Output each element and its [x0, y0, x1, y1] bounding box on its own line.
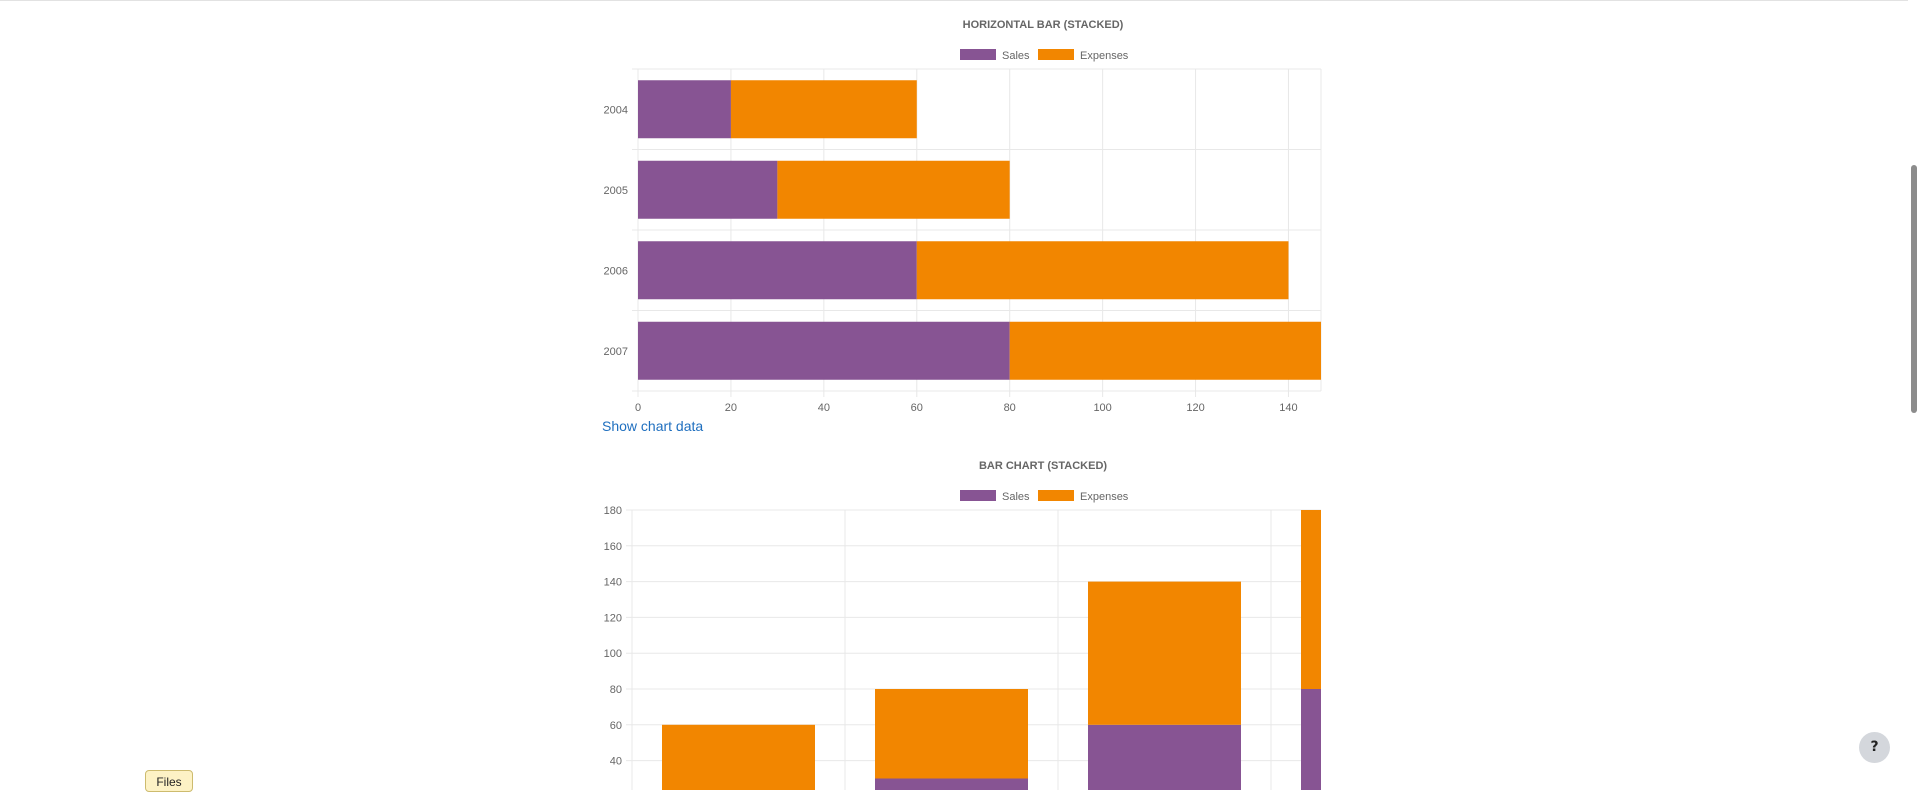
x-tick-label: 60 [911, 402, 923, 414]
bar-expenses-2007 [1009, 321, 1321, 380]
x-tick-label: 20 [725, 402, 737, 414]
bar-expenses-2005 [875, 689, 1028, 779]
y-tick-label: 120 [604, 612, 622, 624]
y-tick-label: 40 [610, 756, 622, 768]
x-tick-label: 140 [1279, 402, 1297, 414]
bar-expenses-2004 [730, 80, 917, 139]
y-tick-label: 2005 [604, 185, 628, 197]
legend-swatch-expenses [1038, 49, 1074, 60]
chart-title: BAR CHART (STACKED) [979, 460, 1107, 472]
y-tick-label: 2007 [604, 346, 628, 358]
x-tick-label: 100 [1093, 402, 1111, 414]
y-tick-label: 60 [610, 720, 622, 732]
show-chart-data-link[interactable]: Show chart data [602, 418, 704, 434]
y-tick-label: 140 [604, 577, 622, 589]
scrollbar-thumb[interactable] [1911, 165, 1917, 413]
bar-sales-2005 [875, 778, 1028, 790]
y-tick-label: 2006 [604, 265, 628, 277]
legend-label-expenses: Expenses [1080, 50, 1129, 62]
scrollbar[interactable] [1908, 0, 1920, 790]
bar-expenses-2004 [662, 724, 815, 790]
chart-title: HORIZONTAL BAR (STACKED) [963, 19, 1124, 31]
bar-expenses-2006 [1088, 581, 1241, 725]
help-button[interactable]: ? [1859, 732, 1890, 763]
y-tick-label: 2004 [604, 104, 628, 116]
y-tick-label: 180 [604, 505, 622, 517]
bar-sales-2007 [638, 321, 1010, 380]
y-tick-label: 160 [604, 541, 622, 553]
y-tick-label: 100 [604, 648, 622, 660]
legend-label-expenses: Expenses [1080, 491, 1129, 503]
bar-sales-2006 [1088, 724, 1241, 790]
legend-swatch-sales [960, 490, 996, 501]
x-tick-label: 0 [635, 402, 641, 414]
legend-swatch-expenses [1038, 490, 1074, 501]
legend-swatch-sales [960, 49, 996, 60]
y-tick-label: 80 [610, 684, 622, 696]
bar-sales-2007 [1301, 689, 1321, 790]
top-divider [0, 0, 1920, 1]
bar-expenses-2007 [1301, 510, 1321, 689]
legend-label-sales: Sales [1002, 50, 1030, 62]
bar-sales-2005 [638, 160, 778, 219]
vertical-bar-chart: BAR CHART (STACKED) Sales Expenses 40 60 80 10… [604, 460, 1321, 790]
bar-sales-2006 [638, 241, 917, 300]
bar-expenses-2005 [777, 160, 1010, 219]
x-tick-label: 40 [818, 402, 830, 414]
horizontal-bar-chart: HORIZONTAL BAR (STACKED) Sales Expenses 0 20… [604, 19, 1322, 414]
x-tick-label: 120 [1186, 402, 1204, 414]
bar-sales-2004 [638, 80, 731, 139]
files-button[interactable]: Files [145, 770, 193, 792]
legend-label-sales: Sales [1002, 491, 1030, 503]
x-tick-label: 80 [1004, 402, 1016, 414]
bar-expenses-2006 [916, 241, 1289, 300]
